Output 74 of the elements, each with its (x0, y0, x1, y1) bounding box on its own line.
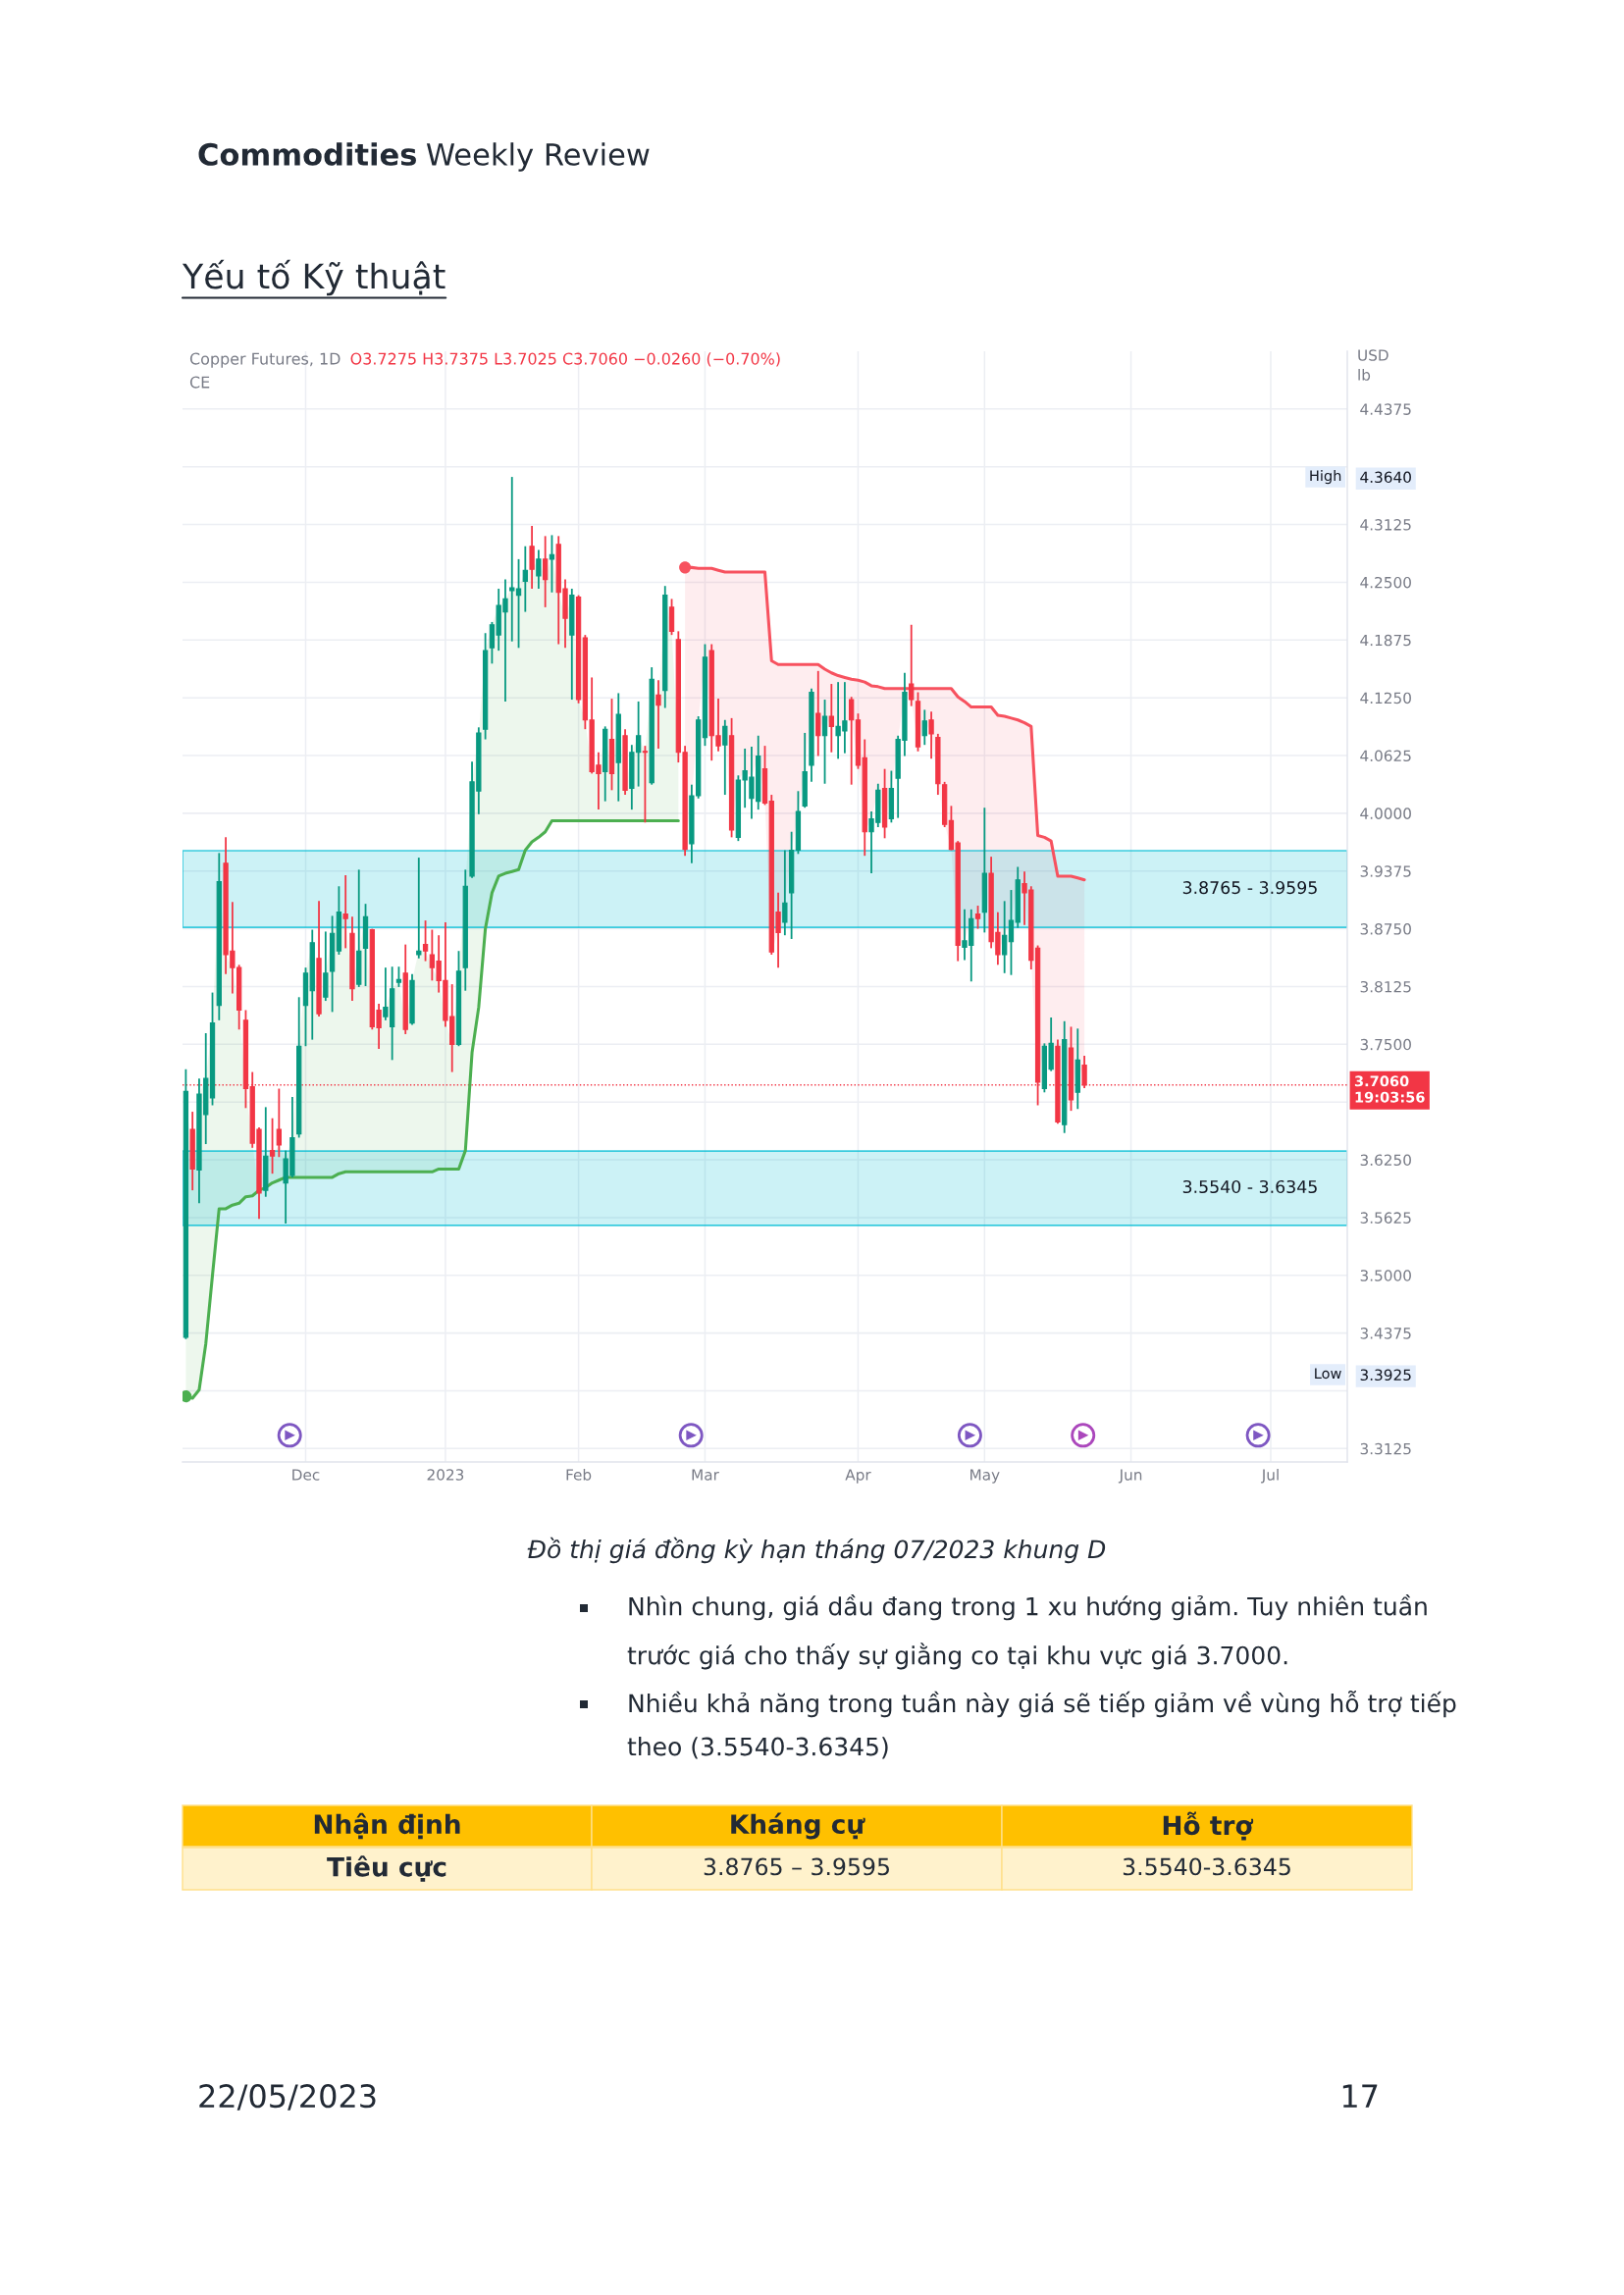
x-tick-label: Jun (1118, 1469, 1142, 1484)
y-tick-label: 3.3125 (1360, 1442, 1411, 1455)
candlestick (828, 683, 834, 754)
chart-subtitle: O3.7275 H3.7375 L3.7025 C3.7060 −0.0260 (−0.70%) (350, 352, 780, 367)
candlestick (416, 857, 422, 960)
y-tick-label: 3.5000 (1360, 1270, 1411, 1281)
candlestick (928, 710, 934, 760)
annotation: Low (1315, 1368, 1341, 1380)
y-tick-label: 3.9375 (1360, 865, 1411, 877)
text: 3.5540-3.6345 (1123, 1857, 1290, 1876)
x-tick-label: 2023 (427, 1469, 464, 1481)
text: Nhìn chung, giá dầu đang trong 1 xu hướng giảm. Tuy nhiên tuần trước giá cho thấy sự giằng co tại khu vực giá 3.7000. (627, 1594, 1427, 1670)
x-tick-label: Jul (1260, 1468, 1279, 1484)
candlestick (1002, 900, 1008, 974)
text: 22/05/2023 (199, 2084, 376, 2111)
band-label: 3.8765 - 3.9595 (1182, 881, 1317, 895)
band-label: 3.5540 - 3.6345 (1182, 1179, 1317, 1194)
y-tick-label: 3.3925 (1360, 1369, 1411, 1382)
candlestick (909, 623, 915, 707)
y-tick-label: 4.3640 (1360, 471, 1411, 484)
candlestick (815, 669, 821, 757)
y-tick-label: 3.8125 (1360, 980, 1411, 993)
x-tick-label: May (970, 1469, 1000, 1484)
candlestick (395, 965, 402, 988)
text: Commodities (198, 142, 416, 166)
candlestick (269, 1117, 276, 1175)
y-tick-label: 3.4375 (1360, 1328, 1411, 1339)
y-tick-label: 4.1875 (1360, 634, 1411, 647)
candlestick (821, 699, 828, 785)
text: Yếu tố Kỹ thuật (182, 259, 445, 296)
text: Nhận định (314, 1812, 460, 1840)
x-tick-label: Feb (566, 1468, 592, 1481)
x-tick-label: Apr (845, 1469, 871, 1484)
candlestick (782, 849, 788, 937)
text: Hỗ trợ (1163, 1811, 1254, 1841)
text: Đồ thị giá đồng kỳ hạn tháng 07/2023 khung D (527, 1537, 1106, 1564)
y-tick-label: 4.3125 (1360, 519, 1411, 531)
text: Tiêu cực (327, 1855, 446, 1882)
x-tick-label: Dec (292, 1469, 320, 1481)
candlestick (543, 535, 549, 608)
candlestick (974, 905, 981, 930)
candlestick (655, 679, 661, 750)
y-tick-label: 4.2500 (1360, 576, 1411, 589)
candlestick (1081, 1055, 1087, 1089)
y-tick-label: 4.4375 (1360, 403, 1411, 415)
y-tick-label: 3.6250 (1360, 1154, 1411, 1167)
candlestick (722, 718, 728, 796)
annotation: CE (189, 376, 210, 389)
y-tick-label: 3.5625 (1360, 1212, 1411, 1224)
y-tick-label: 4.0625 (1360, 750, 1411, 762)
x-tick-label: Mar (692, 1469, 719, 1481)
y-tick-label: 3.7500 (1360, 1038, 1411, 1051)
chart-title: Copper Futures, 1D (189, 352, 341, 368)
candlestick (276, 1087, 283, 1159)
y-tick-label: 4.1250 (1360, 692, 1411, 704)
candlestick (642, 745, 649, 824)
y-tick-label: 4.0000 (1360, 808, 1411, 819)
text: Weekly Review (426, 142, 650, 172)
candlestick (522, 545, 528, 613)
candlestick (342, 874, 348, 950)
y-axis-title: USD lb (1358, 349, 1388, 381)
text: Kháng cự (731, 1812, 865, 1840)
candlestick (549, 534, 555, 594)
text: Nhiều khả năng trong tuần này giá sẽ tiếp giảm về vùng hỗ trợ tiếp theo (3.5540-3.6345) (627, 1691, 1456, 1759)
ref-line-label: 3.7060 19:03:56 (1354, 1075, 1425, 1103)
candlestick (849, 696, 855, 786)
annotation: High (1310, 470, 1341, 485)
text: 17 (1342, 2084, 1378, 2108)
y-tick-label: 3.8750 (1360, 923, 1411, 935)
text: 3.8765 – 3.9595 (704, 1857, 889, 1876)
candlestick (529, 525, 535, 590)
candlestick (921, 708, 927, 747)
candlestick (422, 919, 429, 963)
candlestick (536, 548, 542, 590)
